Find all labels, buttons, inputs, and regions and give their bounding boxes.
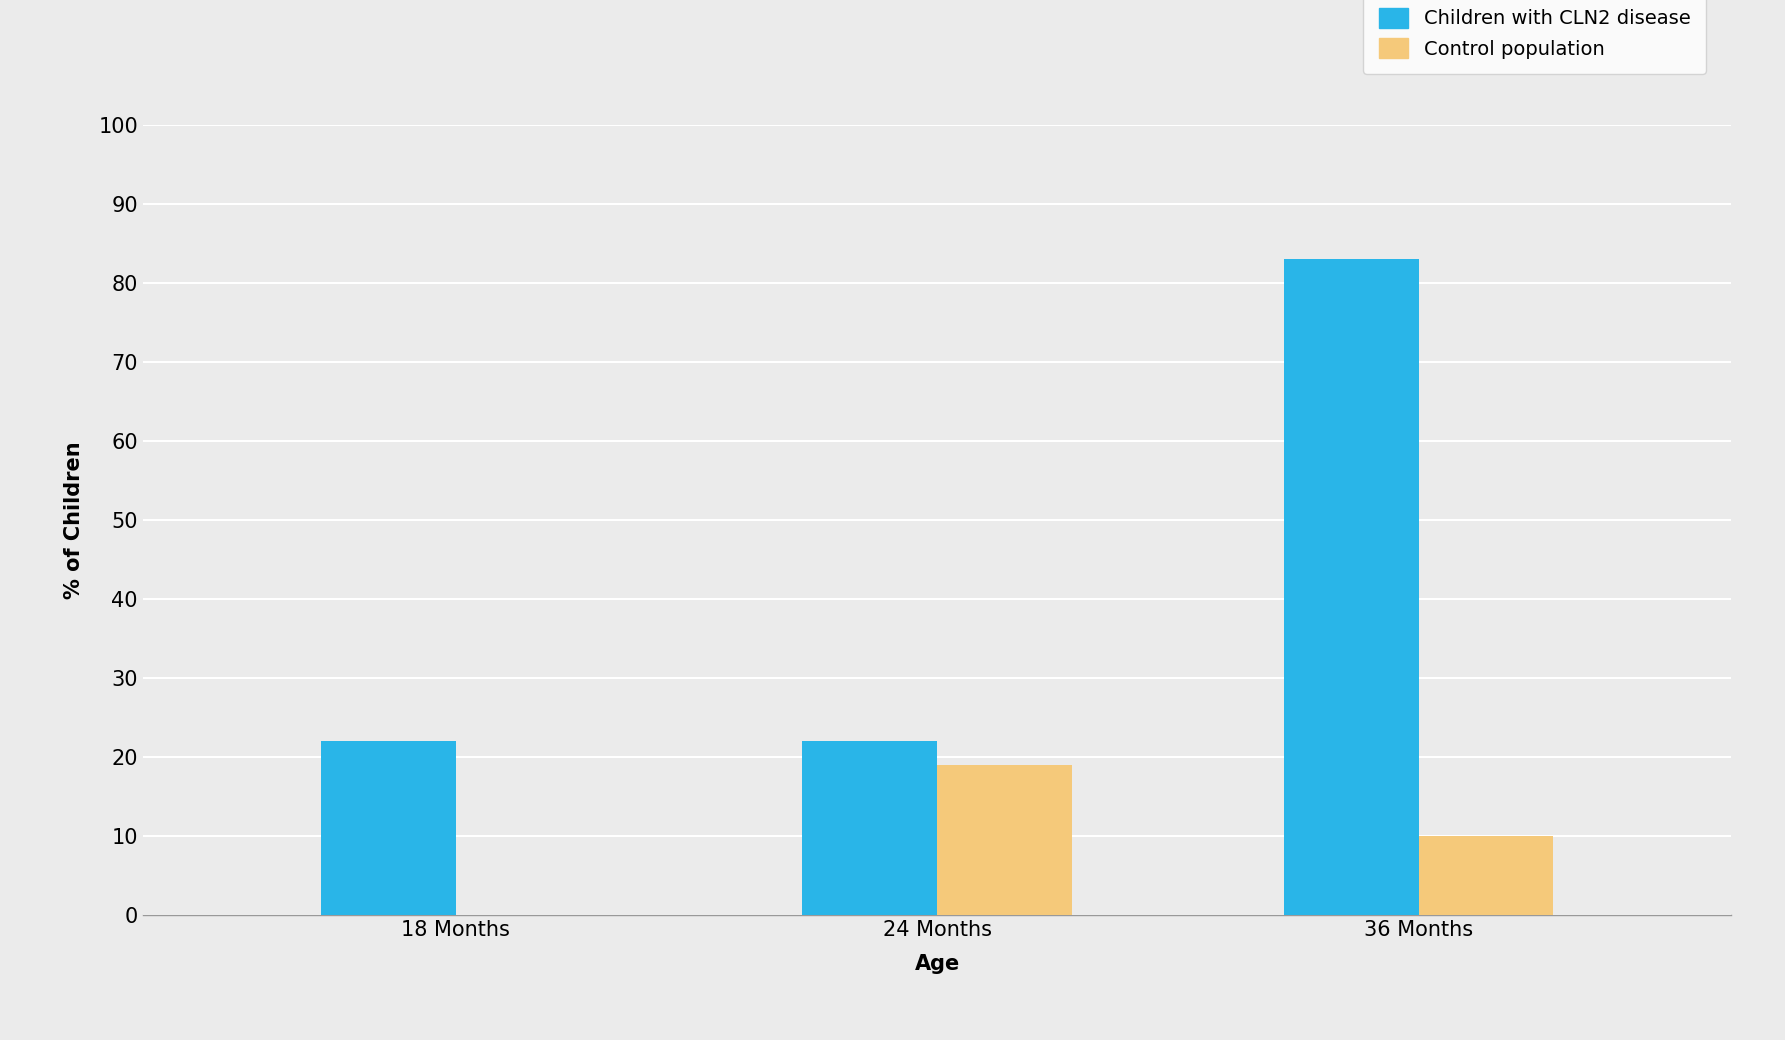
Bar (1419, 836, 1553, 915)
X-axis label: Age: Age (914, 954, 960, 973)
Bar (1283, 259, 1419, 915)
Bar (801, 742, 937, 915)
Bar (937, 765, 1073, 915)
Legend: Children with CLN2 disease, Control population: Children with CLN2 disease, Control popu… (1364, 0, 1706, 74)
Y-axis label: % of Children: % of Children (64, 441, 84, 599)
Bar (321, 742, 455, 915)
